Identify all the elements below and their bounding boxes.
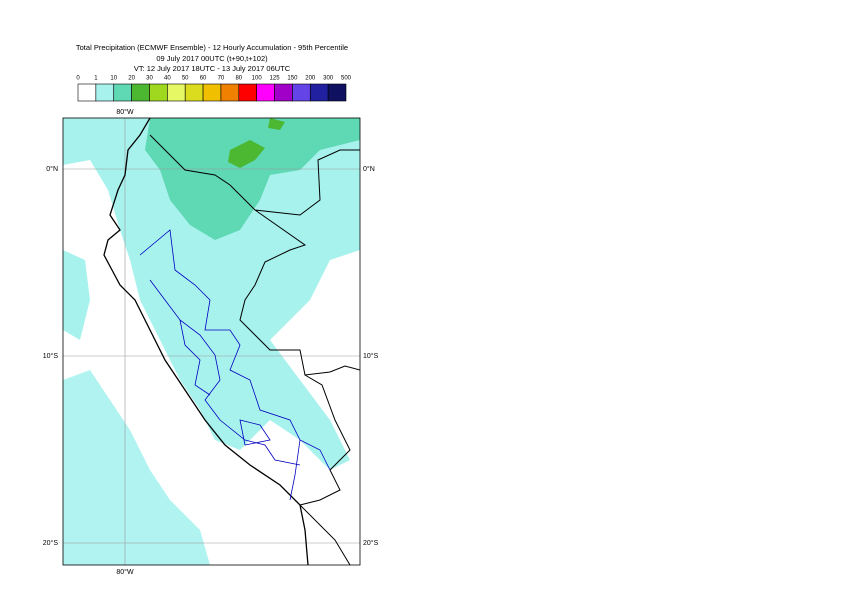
coastline [103, 118, 309, 565]
graticule [63, 118, 360, 565]
legend-label: 50 [182, 76, 189, 82]
legend-label: 1 [94, 76, 98, 82]
legend-label: 100 [252, 76, 263, 82]
legend-swatch [327, 83, 347, 102]
legend-swatch [274, 83, 293, 102]
title-line: 09 July 2017 00UTC (t+90,t+102) [156, 54, 268, 63]
map-frame [62, 117, 361, 566]
map [63, 118, 360, 565]
lat-label: 0°N [363, 165, 375, 173]
legend-label: 60 [200, 76, 207, 82]
legend-swatch [202, 83, 222, 102]
legend-swatch [292, 83, 311, 102]
border [149, 134, 360, 565]
legend-label: 80 [235, 76, 242, 82]
legend-swatch [131, 83, 150, 102]
legend-swatch [220, 83, 240, 102]
legend-label: 200 [305, 76, 316, 82]
legend-swatch [167, 83, 186, 102]
legend-swatch [184, 83, 204, 102]
legend-label: 40 [164, 76, 171, 82]
region-borders [139, 229, 331, 501]
legend-label: 20 [128, 76, 135, 82]
precip-area [63, 370, 210, 565]
legend-swatch [256, 83, 275, 102]
legend-swatch [77, 83, 97, 102]
legend-label: 30 [146, 76, 153, 82]
lat-label: 20°S [43, 539, 59, 547]
legend-label: 300 [323, 76, 334, 82]
title-line: VT: 12 July 2017 18UTC - 13 July 2017 06… [134, 64, 291, 73]
legend-swatch [149, 83, 168, 102]
legend-swatch [309, 83, 329, 102]
precip-area [268, 118, 285, 130]
lon-label: 80°W [116, 108, 134, 116]
legend-swatch [113, 83, 132, 102]
legend-label: 70 [218, 76, 225, 82]
legend-label: 150 [287, 76, 298, 82]
precip-area [145, 118, 360, 240]
legend-label: 10 [110, 76, 117, 82]
lat-label: 10°S [363, 352, 379, 360]
lon-label: 80°W [116, 568, 134, 576]
precip-area [63, 118, 360, 470]
lat-label: 0°N [46, 165, 58, 173]
title-line: Total Precipitation (ECMWF Ensemble) - 1… [76, 43, 348, 52]
legend-label: 500 [341, 76, 352, 82]
legend-label: 125 [270, 76, 281, 82]
legend-swatch [238, 83, 257, 102]
precip-area [228, 140, 265, 168]
legend-label: 0 [76, 76, 80, 82]
precip-area [63, 250, 90, 340]
legend-swatch [95, 83, 115, 102]
legend: 0 1 10 20 30 40 50 60 70 80 100 125 150 200 300 500 [76, 76, 352, 102]
lat-label: 20°S [363, 539, 379, 547]
lat-label: 10°S [43, 352, 59, 360]
